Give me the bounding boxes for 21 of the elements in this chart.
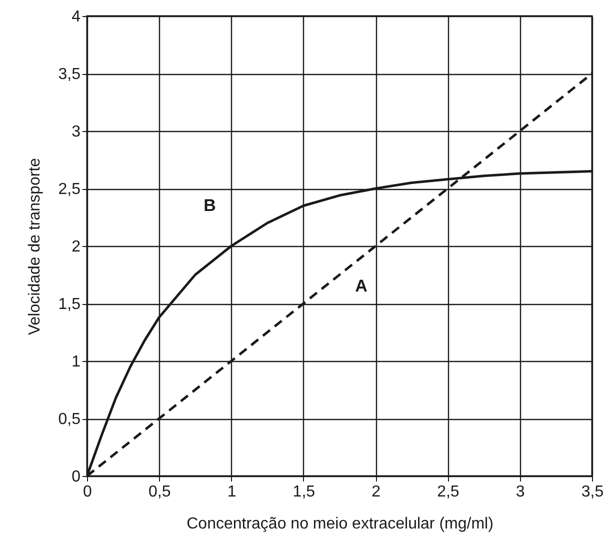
text: B	[204, 196, 216, 216]
x-tick-label: 1,5	[292, 484, 316, 500]
x-tick-label: 0	[83, 484, 92, 500]
x-tick-label: 3	[516, 484, 525, 500]
y-tick-label: 2	[72, 238, 81, 256]
series-label: A	[355, 276, 368, 296]
y-tick-label: 0	[72, 468, 81, 486]
x-tick-label: 2	[372, 484, 381, 500]
y-tick-label: 0,5	[58, 411, 81, 428]
x-axis-title: Concentração no meio extracelular (mg/ml)	[186, 516, 494, 532]
y-tick-label: 2,5	[58, 181, 81, 198]
y-axis-title: Velocidade de transporte	[26, 158, 44, 336]
x-tick-label: 2,5	[437, 484, 460, 500]
y-tick-label: 1,5	[58, 296, 81, 313]
y-tick-label: 3	[72, 124, 81, 140]
y-tick-label: 3,5	[58, 66, 81, 83]
x-tick-label: 0,5	[148, 484, 171, 500]
x-tick-label: 3,5	[581, 484, 604, 500]
y-tick-label: 1	[72, 354, 81, 370]
x-tick-label: 1	[227, 484, 236, 500]
y-tick-label: 4	[72, 8, 81, 26]
